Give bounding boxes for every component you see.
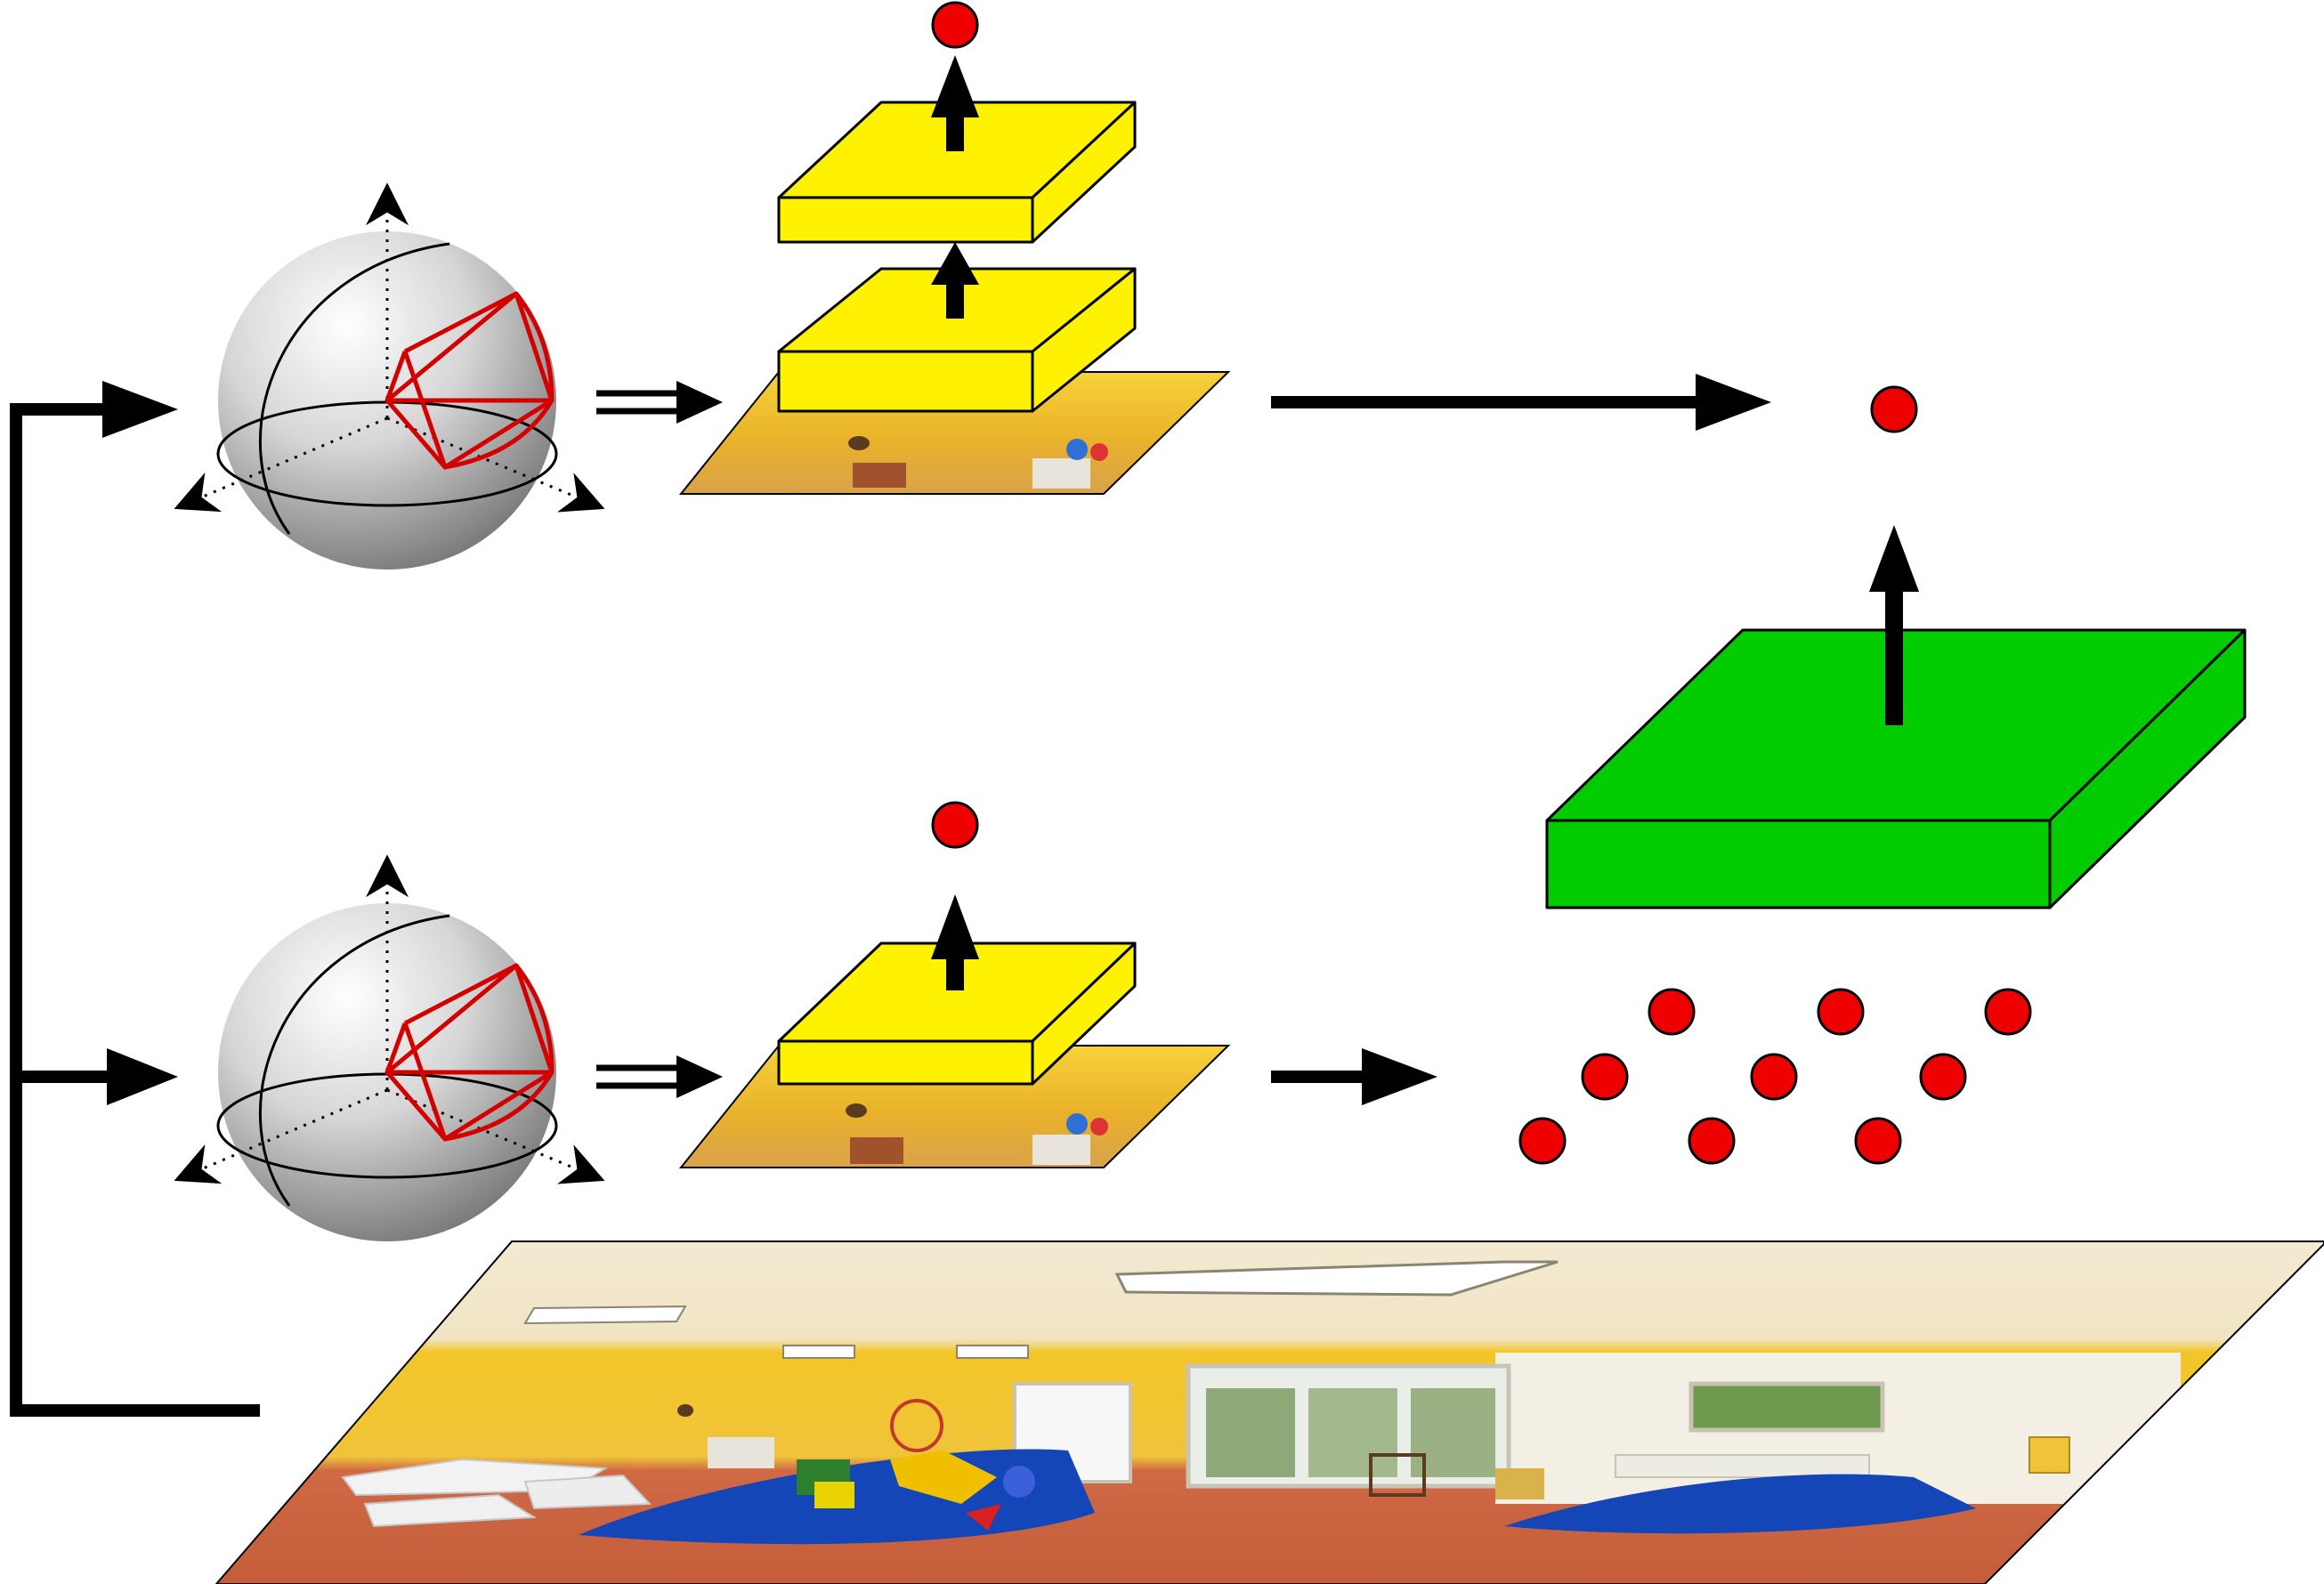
bottom-viewpoint-sphere-icon xyxy=(178,859,601,1241)
grid-node xyxy=(1518,1117,1567,1165)
top-implies-arrow-icon xyxy=(596,381,723,424)
top-up-arrows xyxy=(931,55,979,319)
fusion-up-arrow-icon xyxy=(1869,525,1919,725)
grid-node xyxy=(1581,1053,1629,1101)
bottom-arrow-icon xyxy=(1271,1048,1437,1105)
bottom-branch-node-icon xyxy=(931,801,979,849)
top-output-node-icon xyxy=(1870,385,1918,433)
bottom-up-arrow-icon xyxy=(931,894,979,990)
top-long-arrow-icon xyxy=(1271,374,1771,431)
grid-node xyxy=(1817,988,1865,1036)
top-viewpoint-sphere-icon xyxy=(178,187,601,570)
grid-node xyxy=(1750,1053,1798,1101)
bottom-feature-block xyxy=(777,942,1137,1086)
output-node-grid xyxy=(1518,988,2032,1165)
bottom-implies-arrow-icon xyxy=(596,1055,723,1098)
grid-node xyxy=(1919,1053,1967,1101)
grid-node xyxy=(1688,1117,1736,1165)
input-bracket xyxy=(10,403,260,1417)
grid-node xyxy=(1648,988,1696,1036)
panorama-image-icon xyxy=(215,1241,2324,1584)
grid-node xyxy=(1854,1117,1902,1165)
grid-node xyxy=(1984,988,2032,1036)
bracket-arrowheads xyxy=(102,381,178,1105)
top-branch-node-icon xyxy=(931,1,979,49)
